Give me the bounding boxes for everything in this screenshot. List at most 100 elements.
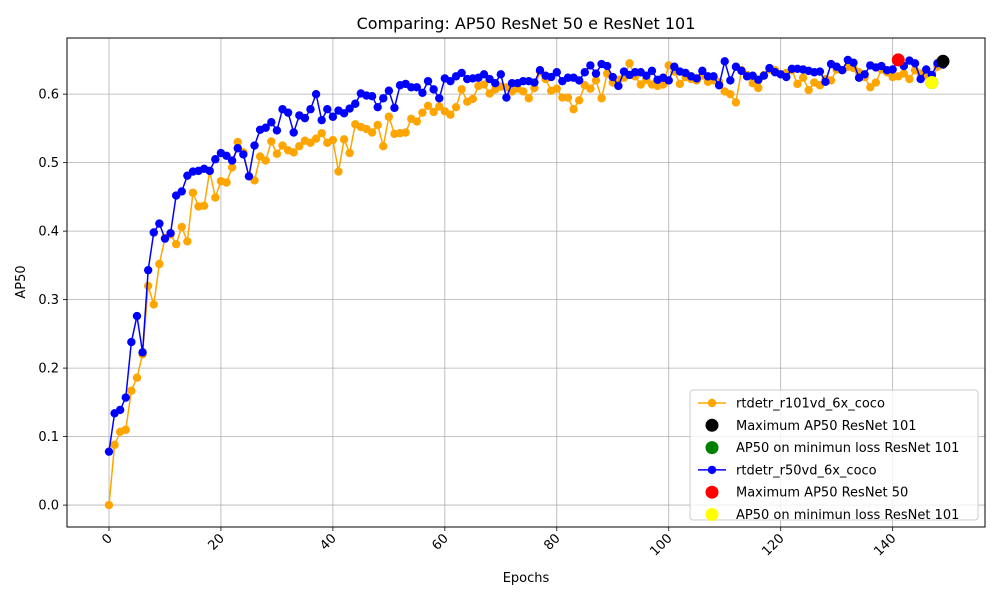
- data-point: [569, 105, 578, 114]
- data-point: [418, 88, 427, 97]
- data-point: [899, 69, 909, 78]
- data-point: [457, 68, 466, 78]
- data-point: [423, 101, 433, 111]
- data-point: [451, 102, 461, 112]
- data-point: [759, 71, 769, 80]
- data-point: [283, 108, 293, 117]
- data-point: [155, 219, 164, 228]
- data-point: [888, 65, 897, 74]
- data-point: [121, 393, 130, 402]
- data-point: [211, 155, 220, 164]
- data-point: [177, 187, 186, 196]
- legend-label: Maximum AP50 ResNet 101: [736, 419, 917, 434]
- data-point: [429, 107, 438, 117]
- data-point: [205, 166, 214, 176]
- data-point: [625, 59, 634, 68]
- highlight-point: [891, 53, 905, 67]
- data-point: [636, 80, 645, 89]
- legend-item: Maximum AP50 ResNet 50: [705, 485, 908, 501]
- legend-label: AP50 on minimun loss ResNet 101: [736, 508, 959, 523]
- x-tick-label: 40: [317, 531, 339, 553]
- data-point: [345, 148, 354, 158]
- data-point: [306, 105, 315, 114]
- data-point: [121, 425, 130, 434]
- plot-frame: [66, 37, 986, 528]
- data-point: [675, 79, 685, 89]
- legend-point-swatch: [705, 485, 719, 499]
- data-point: [384, 112, 394, 121]
- data-point: [384, 86, 394, 95]
- data-point: [698, 66, 707, 76]
- data-point: [373, 120, 382, 130]
- series-2: [104, 55, 948, 456]
- data-point: [435, 102, 444, 111]
- data-point: [731, 98, 741, 107]
- y-tick-label: 0.4: [38, 225, 59, 240]
- data-point: [546, 72, 556, 82]
- data-point: [838, 65, 847, 75]
- data-point: [227, 163, 237, 172]
- data-point: [317, 129, 326, 138]
- data-point: [726, 76, 735, 85]
- data-point: [373, 102, 382, 112]
- legend-label: AP50 on minimun loss ResNet 101: [736, 441, 959, 456]
- y-ticks: 0.0 0.1 0.2 0.3 0.4 0.5 0.6: [38, 88, 67, 514]
- y-tick-label: 0.3: [38, 293, 59, 308]
- legend-label: rtdetr_r50vd_6x_coco: [736, 463, 877, 478]
- data-point: [435, 94, 444, 103]
- data-point: [642, 71, 651, 80]
- data-point: [233, 144, 242, 153]
- data-point: [138, 348, 147, 357]
- data-point: [155, 259, 164, 269]
- data-point: [339, 109, 349, 118]
- data-point: [222, 151, 231, 160]
- data-point: [793, 79, 802, 89]
- data-point: [261, 123, 270, 132]
- data-point: [692, 74, 701, 83]
- data-point: [614, 81, 623, 91]
- data-point: [300, 113, 310, 123]
- data-point: [496, 70, 506, 79]
- legend-label: Maximum AP50 ResNet 50: [736, 486, 908, 501]
- data-point: [367, 92, 377, 101]
- legend-item: AP50 on minimun loss ResNet 101: [705, 441, 959, 456]
- data-point: [815, 67, 825, 76]
- data-point: [339, 135, 349, 144]
- chart-title: Comparing: AP50 ResNet 50 e ResNet 101: [357, 14, 696, 33]
- data-point: [267, 118, 276, 127]
- x-tick-label: 0: [99, 531, 115, 547]
- x-tick-label: 60: [429, 531, 451, 553]
- data-point: [580, 68, 589, 77]
- data-point: [171, 239, 181, 249]
- y-tick-label: 0.0: [38, 499, 59, 514]
- series-layer: [104, 55, 948, 510]
- data-point: [418, 108, 427, 117]
- data-point: [379, 94, 388, 103]
- data-point: [379, 142, 388, 151]
- data-point: [664, 76, 673, 85]
- data-point: [429, 85, 438, 94]
- data-point: [127, 337, 136, 347]
- y-tick-label: 0.5: [38, 156, 59, 171]
- data-point: [233, 137, 242, 147]
- data-point: [737, 66, 746, 76]
- data-point: [149, 228, 158, 237]
- data-point: [574, 76, 584, 85]
- legend-label: rtdetr_r101vd_6x_coco: [736, 397, 885, 412]
- highlight-point: [936, 54, 950, 68]
- data-point: [289, 148, 298, 157]
- data-point: [110, 440, 119, 450]
- data-point: [871, 78, 881, 87]
- data-point: [188, 188, 198, 197]
- data-point: [143, 281, 153, 291]
- x-ticks: 0 20 40 60 80 100 120 140: [99, 527, 899, 559]
- data-point: [127, 386, 136, 395]
- data-point: [586, 84, 595, 93]
- data-point: [798, 73, 808, 82]
- x-tick-label: 100: [647, 531, 675, 559]
- data-point: [149, 300, 158, 309]
- legend-point-swatch: [705, 418, 719, 432]
- data-point: [782, 72, 791, 82]
- data-point: [563, 93, 573, 102]
